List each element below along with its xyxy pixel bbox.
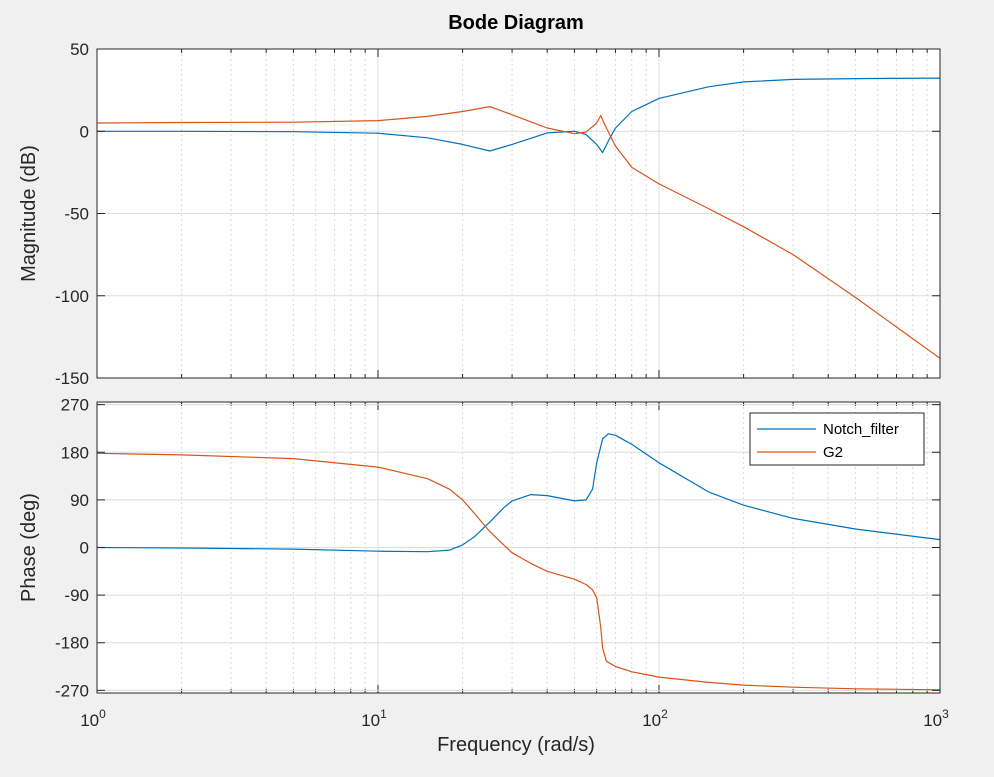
magnitude-ylabel: Magnitude (dB)	[18, 145, 40, 282]
phase-y-ticks: 270 180 90 0 -90 -180 -270	[55, 396, 940, 700]
y-tick-label: -100	[55, 287, 89, 306]
notch-filter-phase-line	[96, 433, 941, 553]
legend-box[interactable]	[749, 412, 925, 466]
x-tick-label: 103	[923, 707, 949, 730]
notch-filter-magnitude-line	[97, 77, 941, 154]
magnitude-y-ticks: 50 0 -50 -100 -150	[55, 40, 940, 388]
y-tick-label: 50	[70, 40, 89, 59]
y-tick-label: 0	[80, 122, 89, 141]
y-tick-label: -150	[55, 369, 89, 388]
y-tick-label: -180	[55, 634, 89, 653]
x-ticks: 100 101 102 103	[80, 707, 949, 730]
y-tick-label: 180	[61, 443, 89, 462]
y-tick-label: -90	[64, 586, 89, 605]
x-tick-label: 102	[642, 707, 668, 730]
x-tick-label: 100	[80, 707, 106, 730]
phase-axes[interactable]: 270 180 90 0 -90 -180 -270 100 101 102 103	[55, 396, 949, 730]
y-tick-label: 90	[70, 491, 89, 510]
x-axis-label: Frequency (rad/s)	[437, 734, 595, 756]
g2-magnitude-line	[96, 105, 941, 359]
y-tick-label: 0	[80, 539, 89, 558]
phase-grid	[96, 402, 941, 693]
g2-phase-line	[96, 452, 941, 691]
magnitude-axes[interactable]: 50 0 -50 -100 -150	[55, 40, 941, 388]
magnitude-lines	[96, 77, 941, 359]
legend-label-g2: G2	[823, 444, 843, 461]
chart-title: Bode Diagram	[448, 12, 584, 34]
legend[interactable]: Notch_filter G2	[749, 412, 925, 466]
phase-lines	[96, 433, 941, 691]
phase-ylabel: Phase (deg)	[18, 493, 40, 602]
legend-label-notch: Notch_filter	[823, 421, 899, 438]
y-tick-label: -50	[64, 205, 89, 224]
x-tick-label: 101	[361, 707, 387, 730]
y-tick-label: -270	[55, 681, 89, 700]
y-tick-label: 270	[61, 396, 89, 415]
